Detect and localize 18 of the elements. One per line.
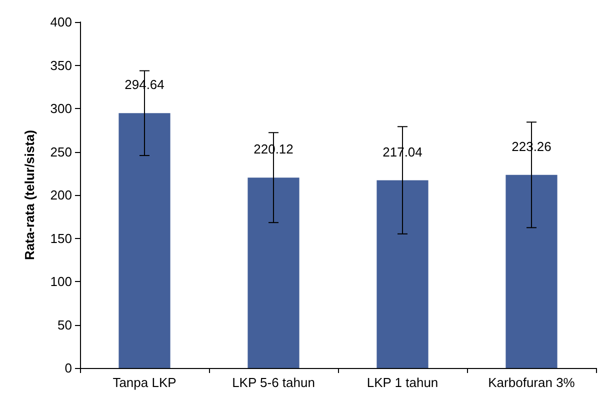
y-tick-label: 250 bbox=[50, 144, 72, 160]
x-tick-label: Karbofuran 3% bbox=[488, 375, 576, 390]
y-tick-label: 300 bbox=[50, 101, 72, 116]
bar bbox=[506, 174, 558, 368]
x-tick-label: LKP 5-6 tahun bbox=[232, 375, 315, 390]
x-tick-label: LKP 1 tahun bbox=[366, 375, 438, 390]
bar bbox=[118, 113, 170, 368]
x-tick-label: Tanpa LKP bbox=[112, 375, 176, 390]
y-tick-label: 0 bbox=[64, 360, 72, 376]
y-tick-label: 50 bbox=[58, 317, 72, 332]
y-tick-label: 100 bbox=[50, 274, 72, 289]
y-tick-label: 150 bbox=[50, 230, 72, 246]
y-axis-title: Rata-rata (telur/sista) bbox=[22, 130, 37, 260]
y-tick-label: 200 bbox=[50, 188, 72, 202]
y-tick-label: 350 bbox=[50, 58, 72, 73]
bar bbox=[376, 180, 428, 368]
bar bbox=[248, 178, 300, 368]
y-tick-label: 400 bbox=[50, 14, 72, 30]
